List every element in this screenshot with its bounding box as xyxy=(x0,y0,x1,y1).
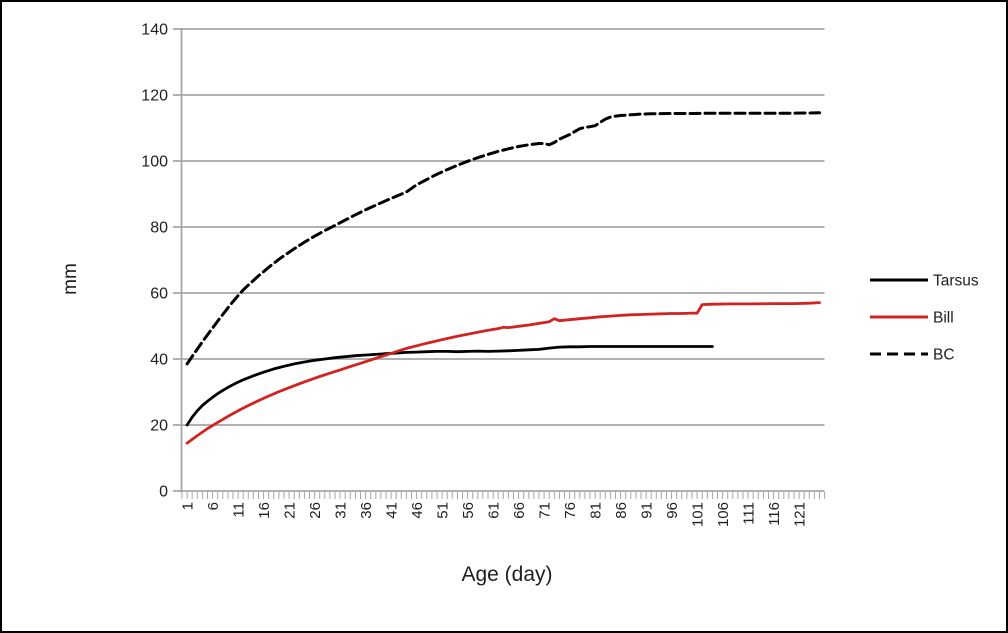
x-tick-label: 1 xyxy=(180,502,197,510)
legend-label-tarsus: Tarsus xyxy=(933,273,979,290)
legend-label-bill: Bill xyxy=(933,310,954,327)
x-tick-label: 36 xyxy=(358,502,375,519)
y-tick-label: 60 xyxy=(150,286,168,303)
legend-label-bc: BC xyxy=(933,347,955,364)
x-tick-label: 46 xyxy=(409,502,426,519)
y-tick-label: 0 xyxy=(159,484,168,501)
y-tick-label: 100 xyxy=(141,154,168,171)
x-tick-label: 91 xyxy=(639,502,656,519)
x-tick-label: 66 xyxy=(511,502,528,519)
y-tick-label: 20 xyxy=(150,418,168,435)
x-tick-label: 71 xyxy=(537,502,554,519)
x-tick-label: 96 xyxy=(664,502,681,519)
x-tick-label: 101 xyxy=(690,502,707,527)
x-axis-labels: 1 6 11 16 21 26 31 36 41 46 51 56 61 66 71 76 81 86 91 96 10… xyxy=(180,502,809,527)
y-axis-title: mm xyxy=(60,263,81,295)
x-tick-label: 106 xyxy=(715,502,732,527)
x-tick-label: 51 xyxy=(435,502,452,519)
x-axis-title: Age (day) xyxy=(461,563,552,586)
gridlines xyxy=(173,28,825,492)
x-tick-label: 86 xyxy=(613,502,630,519)
x-tick-label: 81 xyxy=(588,502,605,519)
x-tick-label: 6 xyxy=(205,502,222,510)
series-lines xyxy=(185,111,821,445)
y-tick-label: 80 xyxy=(150,220,168,237)
y-axis-labels: 0 20 40 60 80 100 120 140 xyxy=(141,22,168,501)
series-line-bill xyxy=(185,301,821,445)
x-tick-label: 111 xyxy=(741,502,758,525)
x-tick-label: 16 xyxy=(256,502,273,519)
y-tick-label: 140 xyxy=(141,22,168,39)
legend: Tarsus Bill BC xyxy=(870,273,979,364)
x-tick-label: 31 xyxy=(333,502,350,519)
x-tick-label: 116 xyxy=(766,502,783,526)
x-tick-label: 11 xyxy=(231,502,248,518)
x-tick-label: 121 xyxy=(792,502,809,527)
x-tick-label: 56 xyxy=(460,502,477,519)
series-line-bc xyxy=(185,111,821,366)
x-tick-label: 41 xyxy=(384,502,401,519)
y-tick-label: 40 xyxy=(150,352,168,369)
y-tick-label: 120 xyxy=(141,88,168,105)
series-line-tarsus xyxy=(185,345,714,427)
x-tick-label: 61 xyxy=(486,502,503,519)
x-tick-label: 26 xyxy=(307,502,324,519)
x-axis-minor-ticks xyxy=(181,492,826,499)
x-tick-label: 76 xyxy=(562,502,579,519)
x-tick-label: 21 xyxy=(282,502,299,519)
